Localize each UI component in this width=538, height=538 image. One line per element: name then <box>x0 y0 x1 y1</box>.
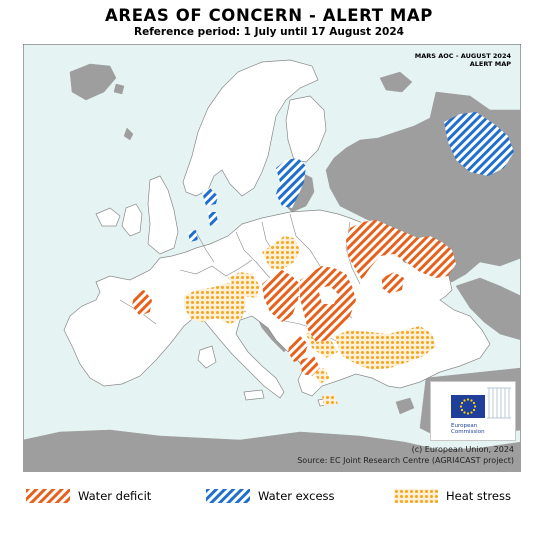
water-excess-swatch <box>206 489 250 503</box>
european-commission-logo: European Commission <box>430 381 516 441</box>
corner-tag-line1: MARS AOC - AUGUST 2024 <box>414 52 511 60</box>
water-excess-zones <box>188 112 514 242</box>
legend-item-heat-stress: Heat stress <box>394 485 511 507</box>
heat-stress-swatch <box>394 489 438 503</box>
water-deficit-zones <box>132 220 456 376</box>
europe-map <box>23 44 521 472</box>
heat-stress-zones <box>184 236 436 406</box>
map-title: AREAS OF CONCERN - ALERT MAP <box>105 6 433 25</box>
logo-building-lines <box>487 387 511 419</box>
legend-item-water-excess: Water excess <box>206 485 335 507</box>
map-corner-tag: MARS AOC - AUGUST 2024 ALERT MAP <box>415 52 511 68</box>
map-credit: (c) European Union, 2024 Source: EC Join… <box>297 444 514 466</box>
legend-label-heat-stress: Heat stress <box>446 489 511 503</box>
logo-text-european: European <box>451 423 478 429</box>
water-deficit-swatch <box>26 489 70 503</box>
legend-item-water-deficit: Water deficit <box>26 485 151 507</box>
credit-source: Source: EC Joint Research Centre (AGRI4C… <box>297 456 514 465</box>
eu-flag-icon <box>451 395 485 418</box>
legend-label-water-excess: Water excess <box>258 489 335 503</box>
corner-tag-line2: ALERT MAP <box>469 60 511 68</box>
eu-stars <box>459 398 477 415</box>
map-legend: Water deficit Water excess Heat stress <box>0 485 538 507</box>
credit-copyright: (c) European Union, 2024 <box>411 445 514 454</box>
map-subtitle: Reference period: 1 July until 17 August… <box>134 26 404 38</box>
legend-label-water-deficit: Water deficit <box>78 489 152 503</box>
logo-text-commission: Commission <box>451 429 485 435</box>
